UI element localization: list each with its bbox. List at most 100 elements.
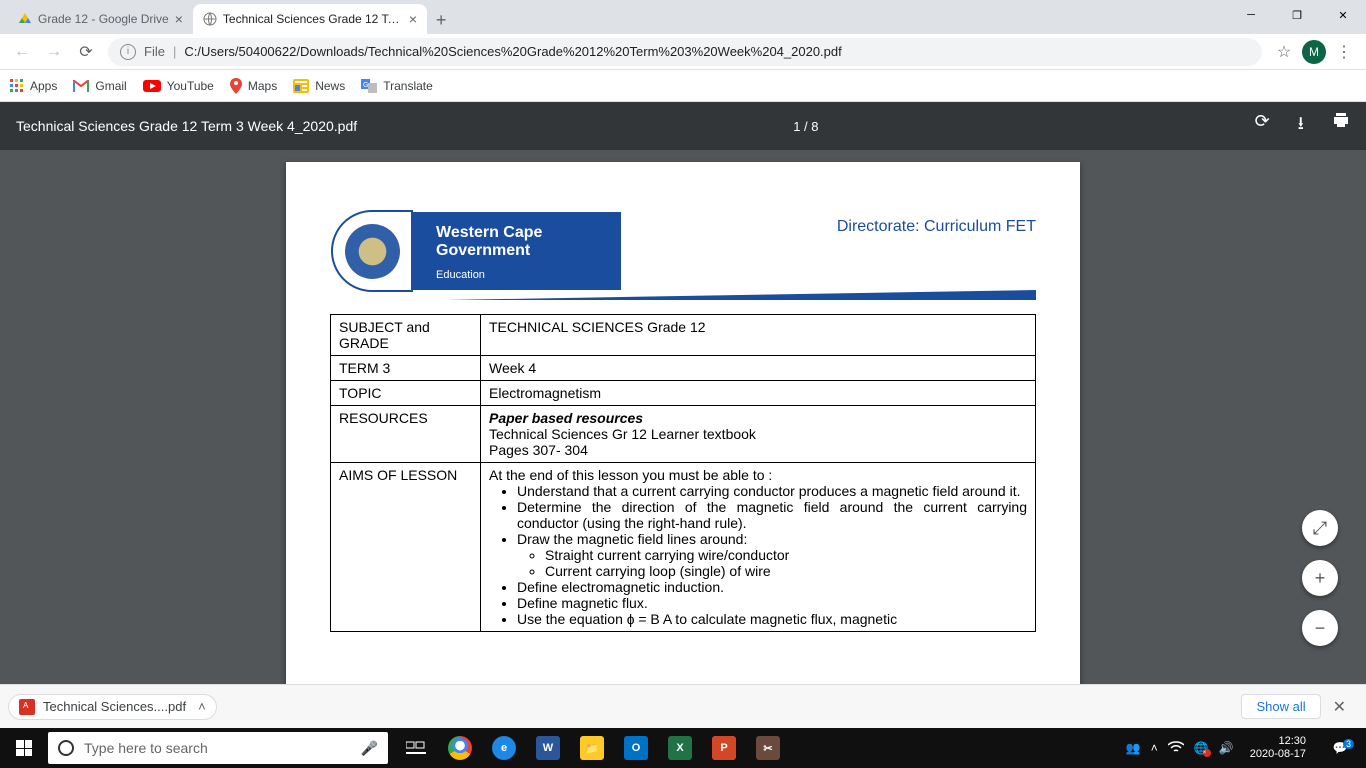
taskbar-ie[interactable]: e (482, 728, 526, 768)
department-name: Education (436, 269, 609, 281)
tab-title: Grade 12 - Google Drive (38, 12, 169, 26)
table-row: RESOURCES Paper based resources Technica… (331, 406, 1036, 463)
bookmark-news[interactable]: News (293, 79, 345, 93)
browser-menu-icon[interactable]: ⋮ (1330, 42, 1358, 62)
pdf-page-indicator[interactable]: 1 / 8 (793, 119, 818, 134)
table-row: AIMS OF LESSON At the end of this lesson… (331, 463, 1036, 632)
zoom-out-icon[interactable]: − (1302, 610, 1338, 646)
tab-close-icon[interactable]: × (175, 11, 183, 27)
resource-line: Technical Sciences Gr 12 Learner textboo… (489, 426, 1027, 442)
task-view-icon[interactable] (394, 728, 438, 768)
download-icon[interactable]: ⭳ (1298, 111, 1304, 141)
url-scheme: File (144, 44, 165, 59)
network-blocked-icon[interactable]: 🌐× (1194, 741, 1209, 755)
notification-badge: 3 (1343, 739, 1354, 749)
fit-page-icon[interactable]: ⤢ (1302, 510, 1338, 546)
pdf-actions: ⟳ ⭳ (1255, 111, 1350, 141)
clock-time: 12:30 (1250, 735, 1306, 748)
new-tab-button[interactable]: + (427, 6, 455, 34)
cell-val: At the end of this lesson you must be ab… (481, 463, 1036, 632)
taskbar-excel[interactable]: X (658, 728, 702, 768)
pdf-page-sep: / (800, 119, 811, 134)
taskbar-chrome[interactable] (438, 728, 482, 768)
cell-key: AIMS OF LESSON (331, 463, 481, 632)
aim-item: Determine the direction of the magnetic … (517, 499, 1027, 531)
taskbar-powerpoint[interactable]: P (702, 728, 746, 768)
taskbar-word[interactable]: W (526, 728, 570, 768)
url-text: C:/Users/50400622/Downloads/Technical%20… (184, 44, 841, 59)
bookmark-translate[interactable]: G Translate (361, 79, 433, 93)
bookmark-label: Apps (30, 79, 57, 93)
tab-close-icon[interactable]: × (409, 11, 417, 27)
maximize-button[interactable]: ❐ (1274, 0, 1320, 30)
bookmark-youtube[interactable]: YouTube (143, 79, 214, 93)
bookmark-star-icon[interactable]: ☆ (1270, 38, 1298, 66)
chevron-up-icon[interactable]: ˄ (198, 699, 206, 714)
aim-subitem: Straight current carrying wire/conductor (545, 547, 1027, 563)
search-icon (58, 740, 74, 756)
tray-chevron-icon[interactable]: ˄ (1151, 741, 1158, 755)
reload-button[interactable]: ⟳ (72, 38, 100, 66)
cell-key: RESOURCES (331, 406, 481, 463)
bookmark-gmail[interactable]: Gmail (73, 79, 126, 93)
cell-val: Paper based resources Technical Sciences… (481, 406, 1036, 463)
cell-val: TECHNICAL SCIENCES Grade 12 (481, 315, 1036, 356)
action-center-icon[interactable]: 💬3 (1322, 741, 1358, 755)
translate-icon: G (361, 79, 377, 93)
org-name-2: Government (436, 242, 530, 259)
cell-val: Electromagnetism (481, 381, 1036, 406)
browser-tab-active[interactable]: Technical Sciences Grade 12 Term × (193, 4, 427, 34)
close-shelf-icon[interactable]: ✕ (1321, 697, 1358, 717)
taskbar-explorer[interactable]: 📁 (570, 728, 614, 768)
download-filename: Technical Sciences....pdf (43, 699, 186, 714)
bookmark-maps[interactable]: Maps (230, 78, 277, 94)
table-row: TERM 3Week 4 (331, 356, 1036, 381)
bookmark-label: YouTube (167, 79, 214, 93)
minimize-button[interactable]: ─ (1228, 0, 1274, 30)
aim-item: Define magnetic flux. (517, 595, 1027, 611)
address-bar-row: ← → ⟳ i File | C:/Users/50400622/Downloa… (0, 34, 1366, 70)
site-info-icon[interactable]: i (120, 44, 136, 60)
taskbar-clock[interactable]: 12:30 2020-08-17 (1244, 735, 1312, 761)
directorate-label: Directorate: Curriculum FET (837, 218, 1036, 236)
download-shelf: Technical Sciences....pdf ˄ Show all ✕ (0, 684, 1366, 728)
wifi-icon[interactable] (1168, 741, 1184, 756)
taskbar-search[interactable]: Type here to search 🎤 (48, 732, 388, 764)
mic-icon[interactable]: 🎤 (361, 740, 378, 757)
taskbar-outlook[interactable]: O (614, 728, 658, 768)
back-button[interactable]: ← (8, 38, 36, 66)
youtube-icon (143, 80, 161, 92)
pdf-float-controls: ⤢ + − (1302, 510, 1338, 646)
aim-text: Draw the magnetic field lines around: (517, 531, 747, 547)
start-button[interactable] (0, 728, 48, 768)
print-icon[interactable] (1332, 111, 1350, 141)
zoom-in-icon[interactable]: + (1302, 560, 1338, 596)
omnibox[interactable]: i File | C:/Users/50400622/Downloads/Tec… (108, 38, 1262, 66)
table-row: SUBJECT and GRADETECHNICAL SCIENCES Grad… (331, 315, 1036, 356)
org-name-1: Western Cape (436, 224, 542, 241)
bookmark-label: Translate (383, 79, 433, 93)
drive-icon (18, 12, 32, 26)
profile-avatar[interactable]: M (1302, 40, 1326, 64)
show-all-downloads-button[interactable]: Show all (1241, 694, 1320, 719)
pdf-filename: Technical Sciences Grade 12 Term 3 Week … (16, 118, 357, 134)
url-separator: | (173, 44, 176, 59)
forward-button[interactable]: → (40, 38, 68, 66)
apps-grid-icon (10, 79, 24, 93)
taskbar-snip[interactable]: ✂ (746, 728, 790, 768)
aim-subitem: Current carrying loop (single) of wire (545, 563, 1027, 579)
bookmark-label: News (315, 79, 345, 93)
rotate-icon[interactable]: ⟳ (1255, 111, 1270, 141)
aims-intro: At the end of this lesson you must be ab… (489, 467, 1027, 483)
apps-shortcut[interactable]: Apps (10, 79, 57, 93)
people-icon[interactable]: 👥 (1126, 741, 1141, 755)
window-controls: ─ ❐ ✕ (1228, 0, 1366, 34)
download-item[interactable]: Technical Sciences....pdf ˄ (8, 694, 217, 720)
system-tray: 👥 ˄ 🌐× 🔊 12:30 2020-08-17 💬3 (1118, 735, 1366, 761)
pdf-viewport[interactable]: Western CapeGovernment Education Directo… (0, 150, 1366, 724)
cell-key: SUBJECT and GRADE (331, 315, 481, 356)
browser-tab-bar: Grade 12 - Google Drive × Technical Scie… (0, 0, 1366, 34)
browser-tab[interactable]: Grade 12 - Google Drive × (8, 4, 193, 34)
volume-icon[interactable]: 🔊 (1219, 741, 1234, 755)
close-window-button[interactable]: ✕ (1320, 0, 1366, 30)
